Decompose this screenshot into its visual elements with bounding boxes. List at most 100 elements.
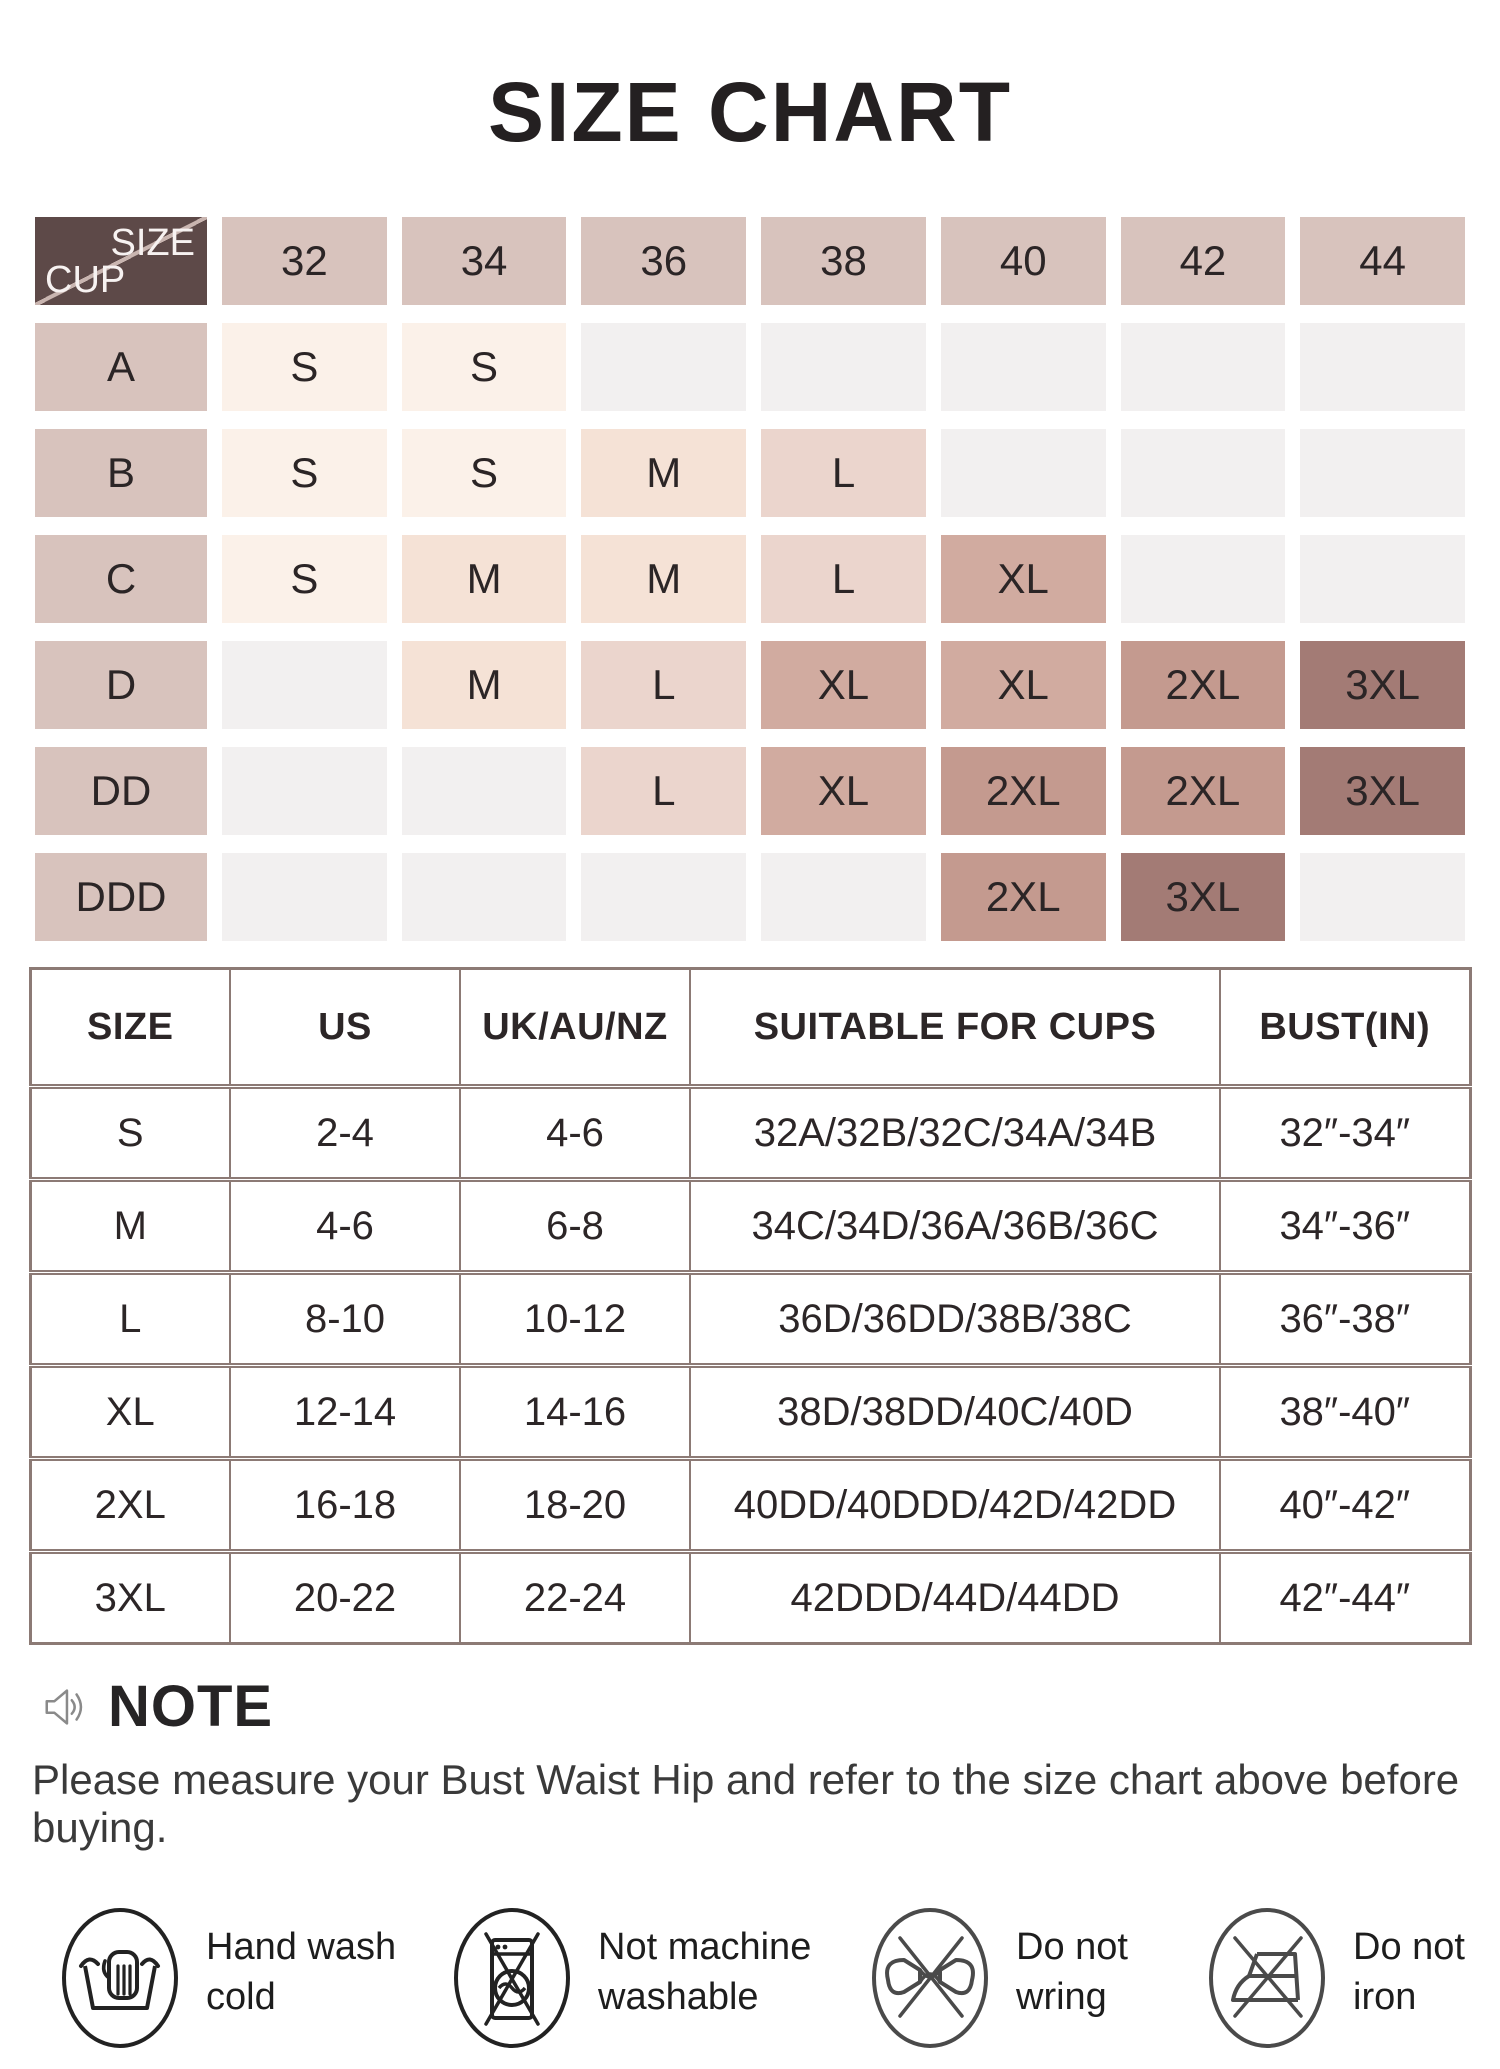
care-item-no-iron: Do not iron [1205,1904,1488,2057]
matrix-cell-D-32 [222,641,387,729]
care-instructions: Hand wash cold Not machine washable Do not… [0,1904,1500,2069]
size-table-row-3XL: 3XL 20-22 22-24 42DDD/44D/44DD 42″-44″ [29,1551,1471,1644]
matrix-corner-size-label: SIZE [110,222,195,264]
matrix-row-label-DDD: DDD [35,853,207,941]
size-table-row-XL: XL 12-14 14-16 38D/38DD/40C/40D 38″-40″ [29,1365,1471,1461]
matrix-cell-A-44 [1300,323,1465,411]
matrix-cell-DDD-44 [1300,853,1465,941]
matrix-row-label-DD: DD [35,747,207,835]
care-item-hand-wash: Hand wash cold [58,1904,411,2057]
matrix-cell-B-34: S [401,429,567,517]
size-table-cell-3XL-cups: 42DDD/44D/44DD [689,1551,1221,1644]
size-table-cell-XL-size: XL [29,1365,231,1461]
size-table-cell-M-uk_au_nz: 6-8 [459,1179,691,1275]
matrix-cell-C-32: S [222,535,387,623]
matrix-cell-DD-44: 3XL [1300,747,1465,835]
note-heading: NOTE [108,1674,274,1739]
matrix-col-header-38: 38 [761,217,926,305]
matrix-cell-DDD-38 [761,853,926,941]
size-table-cell-XL-uk_au_nz: 14-16 [459,1365,691,1461]
size-table-cell-M-cups: 34C/34D/36A/36B/36C [689,1179,1221,1275]
matrix-cell-A-38 [761,323,926,411]
matrix-cell-C-40: XL [940,535,1106,623]
care-item-label: Do not wring [1016,1926,1128,2019]
care-item-label: Do not iron [1353,1926,1465,2019]
size-table-cell-XL-us: 12-14 [229,1365,461,1461]
matrix-cell-D-44: 3XL [1300,641,1465,729]
matrix-col-header-40: 40 [940,217,1106,305]
size-table-cell-3XL-uk_au_nz: 22-24 [459,1551,691,1644]
matrix-col-header-36: 36 [581,217,747,305]
no-wring-icon [868,1904,992,2057]
matrix-cell-B-38: L [761,429,926,517]
no-iron-icon [1205,1904,1329,2057]
matrix-cell-B-44 [1300,429,1465,517]
size-table-cell-S-us: 2-4 [229,1086,461,1182]
matrix-col-header-34: 34 [401,217,567,305]
matrix-cell-DDD-34 [401,853,567,941]
size-table-header-cups: SUITABLE FOR CUPS [689,968,1221,1089]
matrix-cell-A-32: S [222,323,387,411]
size-table-header-size: SIZE [29,968,231,1089]
matrix-cell-D-34: M [401,641,567,729]
matrix-cell-B-42 [1120,429,1286,517]
matrix-cell-D-42: 2XL [1120,641,1286,729]
size-table-cell-XL-bust: 38″-40″ [1219,1365,1471,1461]
care-item-label: Not machine washable [598,1926,812,2019]
size-table-cell-S-cups: 32A/32B/32C/34A/34B [689,1086,1221,1182]
matrix-cell-DDD-32 [222,853,387,941]
matrix-cell-B-36: M [581,429,747,517]
matrix-cell-B-40 [940,429,1106,517]
size-table-cell-L-us: 8-10 [229,1272,461,1368]
matrix-cell-DD-36: L [581,747,747,835]
size-table-header-us: US [229,968,461,1089]
size-table-body: S 2-4 4-6 32A/32B/32C/34A/34B 32″-34″ M 4-6 6-8… [29,1086,1471,1644]
size-table-cell-S-uk_au_nz: 4-6 [459,1086,691,1182]
matrix-row-label-B: B [35,429,207,517]
matrix-corner-cup-label: CUP [45,259,126,301]
matrix-cell-C-44 [1300,535,1465,623]
matrix-cell-DDD-36 [581,853,747,941]
matrix-row-label-C: C [35,535,207,623]
matrix-cell-A-36 [581,323,747,411]
size-table-row-2XL: 2XL 16-18 18-20 40DD/40DDD/42D/42DD 40″-42″ [29,1458,1471,1554]
matrix-cell-DDD-42: 3XL [1120,853,1286,941]
matrix-cell-DDD-40: 2XL [940,853,1106,941]
matrix-row-label-D: D [35,641,207,729]
matrix-cell-C-36: M [581,535,747,623]
size-table-row-L: L 8-10 10-12 36D/36DD/38B/38C 36″-38″ [29,1272,1471,1368]
size-detail-table: SIZE US UK/AU/NZ SUITABLE FOR CUPS BUST(IN) … [28,967,1472,1645]
matrix-cell-A-34: S [401,323,567,411]
size-table-cell-M-size: M [29,1179,231,1275]
matrix-cell-C-34: M [401,535,567,623]
matrix-col-header-42: 42 [1120,217,1286,305]
speaker-icon [40,1684,92,1730]
matrix-cell-DD-32 [222,747,387,835]
size-table-head: SIZE US UK/AU/NZ SUITABLE FOR CUPS BUST(IN) [29,968,1471,1089]
size-table-cell-2XL-us: 16-18 [229,1458,461,1554]
size-table-cell-2XL-cups: 40DD/40DDD/42D/42DD [689,1458,1221,1554]
size-table-cell-S-bust: 32″-34″ [1219,1086,1471,1182]
matrix-cell-DD-38: XL [761,747,926,835]
size-table-cell-L-bust: 36″-38″ [1219,1272,1471,1368]
note-section: NOTE [40,1673,1500,1740]
care-item-no-machine-wash: Not machine washable [450,1904,843,2057]
matrix-col-header-32: 32 [222,217,387,305]
size-table-row-M: M 4-6 6-8 34C/34D/36A/36B/36C 34″-36″ [29,1179,1471,1275]
matrix-cell-D-38: XL [761,641,926,729]
hand-wash-icon [58,1904,182,2057]
size-table-cell-L-size: L [29,1272,231,1368]
size-table-header-uk_au_nz: UK/AU/NZ [459,968,691,1089]
matrix-cell-DD-34 [401,747,567,835]
matrix-cell-A-40 [940,323,1106,411]
size-table-cell-3XL-bust: 42″-44″ [1219,1551,1471,1644]
matrix-row-label-A: A [35,323,207,411]
size-table-row-S: S 2-4 4-6 32A/32B/32C/34A/34B 32″-34″ [29,1086,1471,1182]
page-root: { "title": "SIZE CHART", "matrix": { "co… [0,64,1500,2064]
care-item-label: Hand wash cold [206,1926,397,2019]
size-table-cell-M-bust: 34″-36″ [1219,1179,1471,1275]
size-table-cell-M-us: 4-6 [229,1179,461,1275]
size-table-cell-3XL-size: 3XL [29,1551,231,1644]
size-table-header-bust: BUST(IN) [1219,968,1471,1089]
size-table-cell-XL-cups: 38D/38DD/40C/40D [689,1365,1221,1461]
